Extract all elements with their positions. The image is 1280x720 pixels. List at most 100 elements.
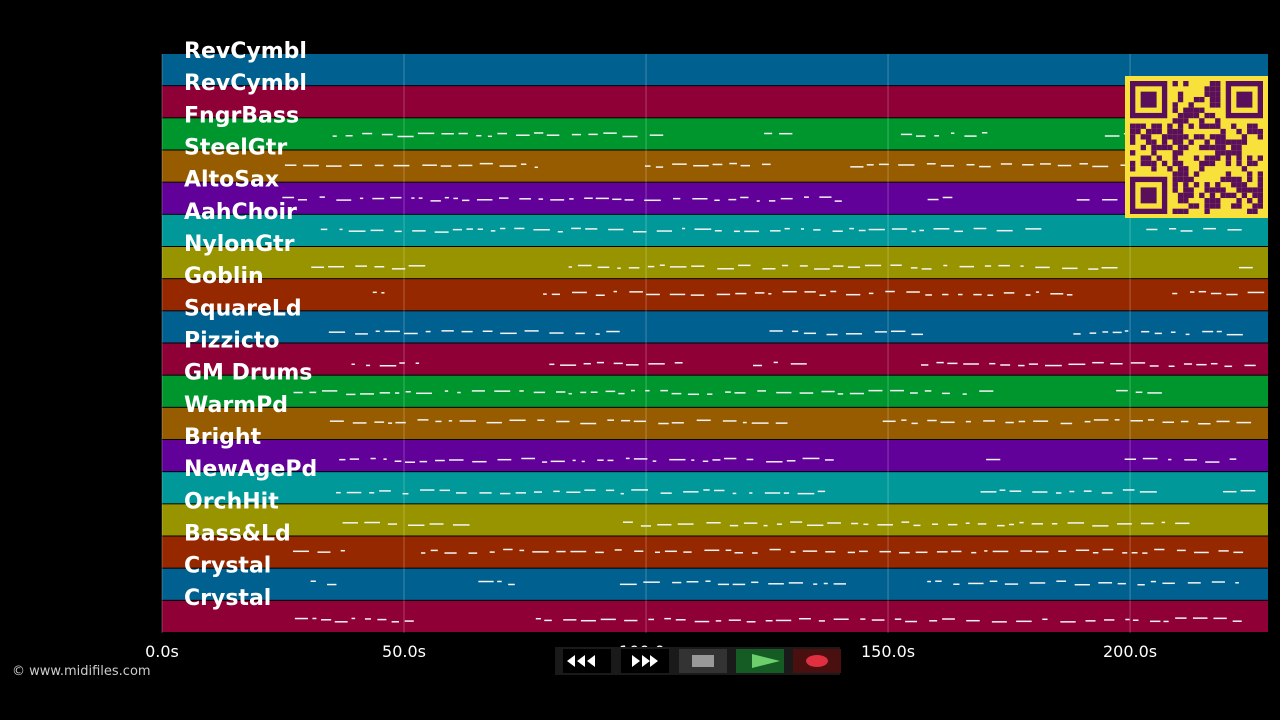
qr-module [1215, 86, 1221, 92]
note [394, 230, 402, 233]
note [717, 583, 730, 586]
qr-module [1257, 128, 1263, 135]
track-row [162, 375, 1268, 407]
note [734, 552, 743, 554]
note [643, 581, 660, 583]
note [372, 291, 377, 294]
note [310, 580, 316, 582]
note [1016, 620, 1032, 623]
note [818, 620, 825, 622]
qr-module [1130, 123, 1136, 129]
note [764, 132, 773, 135]
note [613, 362, 623, 365]
note [1018, 364, 1025, 367]
qr-module [1247, 187, 1253, 193]
note [571, 227, 581, 230]
note [319, 196, 325, 198]
qr-module [1199, 144, 1205, 151]
note [519, 549, 525, 552]
qr-module [1247, 128, 1253, 135]
note [799, 392, 814, 394]
note [508, 583, 515, 586]
note [317, 551, 331, 553]
note [619, 583, 637, 586]
note [783, 492, 790, 494]
qr-module [1193, 134, 1200, 140]
note [453, 197, 458, 200]
note [534, 132, 544, 134]
note [654, 551, 660, 554]
qr-module [1236, 203, 1242, 209]
note [702, 460, 709, 463]
note [1162, 582, 1175, 585]
note [430, 200, 441, 202]
qr-module [1172, 176, 1178, 183]
note [1092, 361, 1104, 364]
note [533, 228, 550, 231]
note [655, 166, 664, 168]
qr-module [1257, 198, 1263, 204]
note [1122, 552, 1128, 554]
note [282, 196, 295, 199]
note [768, 200, 776, 202]
note [647, 265, 655, 268]
note [336, 491, 341, 494]
qr-module [1193, 96, 1200, 103]
note [669, 458, 686, 461]
note [1035, 266, 1050, 269]
note [677, 523, 694, 525]
note [596, 361, 605, 364]
note [1232, 620, 1242, 622]
note [769, 548, 781, 551]
note [1000, 163, 1013, 165]
note [996, 229, 1013, 232]
qr-module [1151, 160, 1157, 167]
note [1168, 365, 1175, 368]
track-label: Crystal [184, 586, 271, 611]
stop-icon [692, 655, 714, 667]
note [804, 196, 809, 198]
qr-module [1172, 139, 1178, 145]
note [979, 390, 994, 392]
qr-module [1167, 123, 1173, 129]
note [575, 332, 585, 335]
qr-module [1231, 123, 1237, 129]
note [563, 619, 577, 621]
note [1233, 551, 1244, 554]
note [682, 227, 686, 230]
track-row [162, 150, 1268, 182]
note [489, 551, 495, 553]
note [997, 524, 1005, 527]
note [924, 390, 932, 392]
note [383, 458, 387, 460]
qr-module [1236, 182, 1242, 188]
note [349, 458, 360, 460]
qr-module [1183, 107, 1189, 113]
track-label: FngrBass [184, 103, 299, 128]
qr-module [1188, 192, 1194, 199]
note [696, 419, 711, 422]
note [415, 362, 420, 364]
note [863, 523, 869, 526]
note [733, 230, 740, 233]
note [827, 522, 841, 524]
qr-module [1220, 139, 1226, 145]
note [846, 293, 861, 296]
note [859, 550, 868, 553]
note [581, 460, 585, 463]
note [1175, 522, 1190, 525]
note [977, 523, 987, 525]
note [417, 419, 429, 421]
note [644, 165, 651, 167]
note [958, 293, 963, 296]
qr-module [1252, 160, 1258, 167]
note [905, 620, 918, 623]
note [763, 524, 768, 527]
note [998, 264, 1010, 267]
note [942, 618, 955, 620]
track-label: AltoSax [184, 168, 279, 193]
note [355, 265, 367, 267]
qr-module [1172, 118, 1178, 124]
note [1084, 420, 1091, 423]
